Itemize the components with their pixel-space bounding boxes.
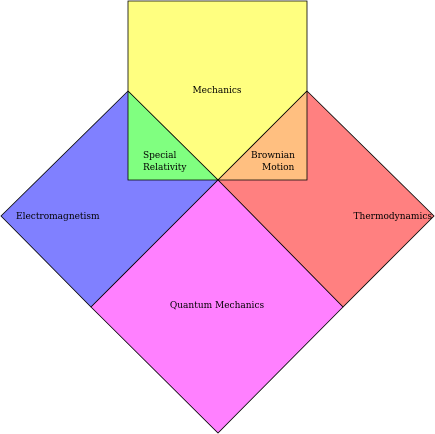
quantum-mechanics-label: Quantum Mechanics — [170, 301, 265, 311]
brownian-motion-label-line-2: Motion — [262, 163, 295, 173]
mechanics-label: Mechanics — [192, 86, 241, 96]
brownian-motion-region — [217, 90, 308, 181]
special-relativity-region — [127, 90, 219, 181]
brownian-motion-label-line-1: Brownian — [251, 151, 295, 161]
thermodynamics-label: Thermodynamics — [354, 212, 433, 222]
special-relativity-label-line-1: Special — [143, 151, 177, 161]
electromagnetism-label: Electromagnetism — [16, 212, 100, 222]
special-relativity-label-line-2: Relativity — [143, 163, 187, 173]
quantum-mechanics-region — [90, 179, 344, 434]
